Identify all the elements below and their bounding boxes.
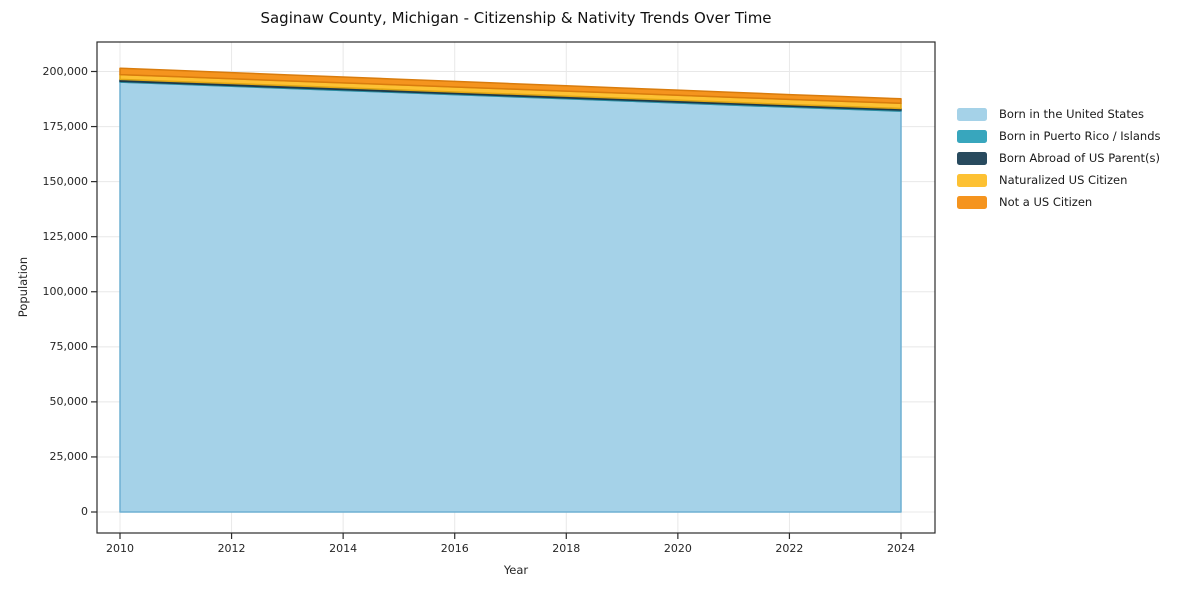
y-tick-label: 100,000	[42, 284, 89, 298]
legend: Born in the United States Born in Puerto …	[957, 103, 1161, 213]
legend-label: Not a US Citizen	[999, 195, 1093, 209]
x-tick-label: 2022	[775, 542, 804, 555]
legend-item: Born in the United States	[957, 103, 1161, 125]
plot-border	[96, 41, 936, 534]
y-tick-label: 0	[81, 505, 88, 518]
x-tick-label: 2016	[440, 542, 469, 555]
y-tick-label: 50,000	[49, 394, 89, 408]
legend-swatch-icon	[957, 107, 987, 121]
y-axis-label: Population	[16, 256, 30, 318]
chart-title: Saginaw County, Michigan - Citizenship &…	[260, 9, 772, 27]
y-tick-label: 150,000	[42, 174, 89, 188]
legend-swatch-icon	[957, 173, 987, 187]
legend-label: Born in Puerto Rico / Islands	[999, 129, 1161, 143]
legend-item: Naturalized US Citizen	[957, 169, 1161, 191]
legend-item: Born Abroad of US Parent(s)	[957, 147, 1161, 169]
legend-item: Not a US Citizen	[957, 191, 1161, 213]
x-tick-label: 2012	[217, 542, 246, 555]
legend-item: Born in Puerto Rico / Islands	[957, 125, 1161, 147]
y-tick-label: 75,000	[49, 339, 89, 353]
y-tick-label: 175,000	[42, 119, 89, 133]
x-tick-label: 2014	[329, 542, 358, 555]
x-tick-label: 2018	[552, 542, 581, 555]
y-tick-label: 200,000	[42, 64, 89, 78]
x-tick-label: 2020	[663, 542, 692, 555]
area-series-0	[119, 81, 902, 513]
legend-label: Born in the United States	[999, 107, 1144, 121]
legend-swatch-icon	[957, 151, 987, 165]
x-tick-label: 2010	[106, 542, 134, 555]
x-axis-label: Year	[503, 563, 529, 577]
y-tick-label: 25,000	[49, 449, 89, 463]
area-series-4	[119, 67, 902, 105]
legend-swatch-icon	[957, 195, 987, 209]
legend-label: Born Abroad of US Parent(s)	[999, 151, 1160, 165]
y-tick-label: 125,000	[42, 229, 89, 243]
x-tick-label: 2024	[887, 542, 915, 555]
legend-swatch-icon	[957, 129, 987, 143]
legend-label: Naturalized US Citizen	[999, 173, 1128, 187]
